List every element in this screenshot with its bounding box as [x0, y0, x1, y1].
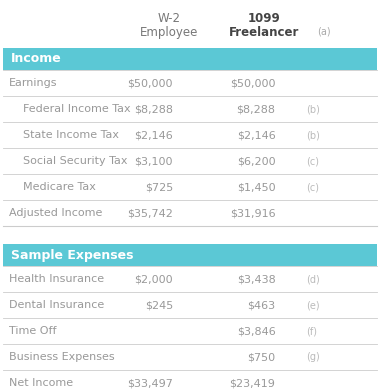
Text: Employee: Employee	[140, 26, 198, 39]
Text: Federal Income Tax: Federal Income Tax	[23, 104, 130, 114]
Text: (b): (b)	[306, 130, 320, 140]
Text: Time Off: Time Off	[9, 326, 56, 336]
Text: Adjusted Income: Adjusted Income	[9, 208, 102, 218]
Text: $245: $245	[145, 300, 173, 310]
Text: (e): (e)	[306, 300, 320, 310]
Text: Freelancer: Freelancer	[229, 26, 299, 39]
Text: $50,000: $50,000	[230, 78, 276, 88]
Text: $3,100: $3,100	[135, 156, 173, 166]
Text: Income: Income	[11, 52, 62, 66]
Text: $3,438: $3,438	[237, 274, 276, 284]
Text: W-2: W-2	[158, 12, 180, 25]
Text: $8,288: $8,288	[236, 104, 276, 114]
Text: Social Security Tax: Social Security Tax	[23, 156, 127, 166]
Text: Medicare Tax: Medicare Tax	[23, 182, 96, 192]
Text: Health Insurance: Health Insurance	[9, 274, 104, 284]
Text: Dental Insurance: Dental Insurance	[9, 300, 104, 310]
Text: (g): (g)	[306, 352, 320, 362]
Text: Net Income: Net Income	[9, 378, 73, 388]
Text: $23,419: $23,419	[230, 378, 276, 388]
Bar	[3, 244, 377, 266]
Text: $8,288: $8,288	[134, 104, 173, 114]
Text: Earnings: Earnings	[9, 78, 57, 88]
Text: $2,146: $2,146	[134, 130, 173, 140]
Text: (b): (b)	[306, 104, 320, 114]
Text: (c): (c)	[306, 182, 319, 192]
Text: $2,000: $2,000	[134, 274, 173, 284]
Bar	[3, 48, 377, 70]
Text: (c): (c)	[306, 156, 319, 166]
Text: Business Expenses: Business Expenses	[9, 352, 114, 362]
Text: (d): (d)	[306, 274, 320, 284]
Text: Sample Expenses: Sample Expenses	[11, 249, 133, 262]
Text: $35,742: $35,742	[127, 208, 173, 218]
Text: $6,200: $6,200	[237, 156, 276, 166]
Text: $750: $750	[247, 352, 276, 362]
Text: (f): (f)	[306, 326, 317, 336]
Text: $31,916: $31,916	[230, 208, 276, 218]
Text: $1,450: $1,450	[237, 182, 276, 192]
Text: 1099: 1099	[248, 12, 280, 25]
Text: $3,846: $3,846	[237, 326, 276, 336]
Text: (a): (a)	[317, 26, 331, 36]
Text: $33,497: $33,497	[127, 378, 173, 388]
Text: State Income Tax: State Income Tax	[23, 130, 119, 140]
Text: $725: $725	[145, 182, 173, 192]
Text: $463: $463	[247, 300, 276, 310]
Text: $50,000: $50,000	[127, 78, 173, 88]
Text: $2,146: $2,146	[237, 130, 276, 140]
